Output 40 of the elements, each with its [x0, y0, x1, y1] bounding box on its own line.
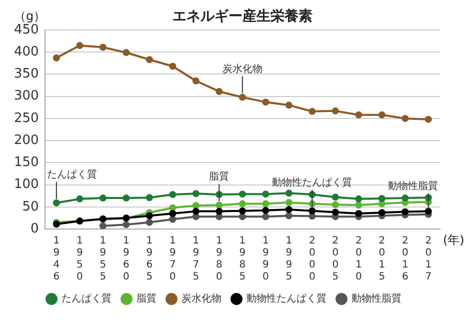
x-tick-label: 1955 — [100, 236, 106, 283]
x-tick-label: 1975 — [192, 236, 200, 283]
x-tick-label: 1985 — [239, 236, 246, 283]
x-tick-label: 1990 — [262, 236, 269, 283]
chart-title: エネルギー産生栄養素 — [172, 8, 312, 25]
annotation: たんぱく質 — [46, 168, 97, 181]
y-tick-label: 0 — [30, 221, 39, 236]
annotation: 動物性脂質 — [388, 180, 438, 192]
y-tick-label: 450 — [14, 22, 39, 38]
x-tick-label: 2005 — [332, 236, 339, 283]
y-tick-label: 200 — [14, 132, 39, 148]
x-tick-label: 2010 — [355, 236, 362, 283]
y-tick-label: 400 — [14, 44, 39, 60]
legend-label: 脂質 — [136, 292, 156, 305]
x-tick-label: 1950 — [76, 236, 83, 283]
y-tick-label: 50 — [22, 199, 39, 214]
y-tick-label: 300 — [14, 88, 39, 104]
annotation: 動物性たんぱく質 — [272, 176, 352, 188]
x-tick-label: 1946 — [53, 236, 60, 283]
legend-label: 動物性脂質 — [352, 292, 402, 305]
x-tick-label: 2015 — [378, 236, 386, 283]
annotation: 脂質 — [209, 170, 230, 183]
y-tick-label: 350 — [14, 66, 39, 82]
x-tick-label: 1980 — [216, 236, 222, 283]
x-tick-label: 2017 — [425, 236, 432, 283]
x-tick-label: 1965 — [146, 236, 153, 283]
legend-label: 動物性たんぱく質 — [246, 292, 326, 305]
legend-label: たんぱく質 — [62, 292, 112, 305]
legend-label: 炭水化物 — [182, 292, 222, 305]
x-tick-label: 1960 — [122, 236, 130, 283]
x-tick-label: 2016 — [402, 236, 408, 283]
x-tick-label: 2000 — [308, 236, 316, 283]
x-tick-label: 1970 — [169, 236, 176, 283]
y-tick-label: 100 — [14, 177, 39, 192]
y-axis-title: （g） — [14, 9, 46, 24]
y-tick-label: 250 — [14, 110, 39, 126]
x-axis-title: (年) — [443, 233, 464, 248]
y-tick-label: 150 — [14, 155, 39, 170]
annotation: 炭水化物 — [222, 62, 262, 75]
x-tick-label: 1995 — [286, 236, 292, 283]
